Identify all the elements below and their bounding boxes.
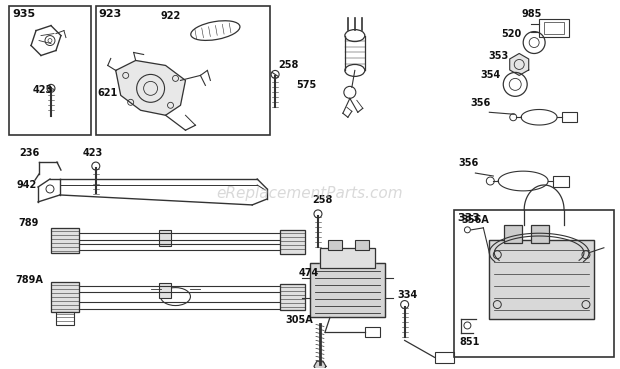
Bar — [328, 240, 342, 250]
Polygon shape — [510, 54, 529, 75]
Polygon shape — [280, 284, 305, 310]
Bar — [489, 240, 594, 320]
Text: 258: 258 — [312, 195, 332, 205]
Polygon shape — [320, 248, 374, 268]
Polygon shape — [51, 228, 79, 253]
Text: eReplacementParts.com: eReplacementParts.com — [216, 186, 404, 201]
Bar — [320, 248, 374, 268]
Bar — [51, 228, 79, 253]
Bar — [280, 284, 305, 310]
Bar — [365, 327, 379, 337]
Bar — [553, 176, 569, 187]
Text: 985: 985 — [521, 8, 542, 19]
Bar — [159, 230, 170, 246]
Text: 851: 851 — [459, 337, 480, 348]
Text: 356: 356 — [458, 158, 479, 168]
Polygon shape — [116, 61, 185, 115]
Bar — [504, 225, 522, 243]
Text: 334: 334 — [397, 290, 418, 300]
Text: 789A: 789A — [15, 275, 43, 284]
Text: 333: 333 — [458, 213, 480, 223]
Bar — [159, 283, 170, 297]
Polygon shape — [280, 230, 305, 254]
Text: 474: 474 — [299, 268, 319, 278]
Bar — [531, 225, 549, 243]
Bar — [9, 6, 91, 135]
Polygon shape — [314, 361, 326, 369]
Text: 575: 575 — [296, 80, 316, 90]
Polygon shape — [489, 240, 594, 320]
Text: 423: 423 — [33, 85, 53, 95]
Text: 923: 923 — [99, 8, 122, 19]
Text: 621: 621 — [98, 88, 118, 99]
Text: 922: 922 — [161, 11, 181, 21]
Bar — [454, 210, 614, 357]
Bar — [56, 311, 74, 325]
Text: 305A: 305A — [285, 314, 313, 324]
Text: 356A: 356A — [461, 215, 489, 225]
Bar — [435, 352, 454, 363]
Bar — [280, 230, 305, 254]
Bar — [51, 282, 79, 311]
Text: 356: 356 — [471, 98, 490, 108]
Text: 236: 236 — [19, 148, 39, 158]
Text: 353: 353 — [489, 51, 508, 61]
Text: 789: 789 — [18, 218, 38, 228]
Text: 520: 520 — [502, 28, 521, 39]
Bar — [562, 112, 577, 122]
Bar — [310, 263, 385, 317]
Bar — [544, 22, 564, 34]
Text: 423: 423 — [83, 148, 103, 158]
Text: 935: 935 — [12, 8, 35, 19]
Polygon shape — [310, 263, 385, 317]
Text: 354: 354 — [480, 70, 500, 80]
Bar — [355, 240, 369, 250]
Text: 258: 258 — [278, 61, 298, 70]
Bar — [96, 6, 270, 135]
Polygon shape — [51, 282, 79, 311]
Text: 942: 942 — [16, 180, 37, 190]
Bar — [539, 18, 569, 37]
